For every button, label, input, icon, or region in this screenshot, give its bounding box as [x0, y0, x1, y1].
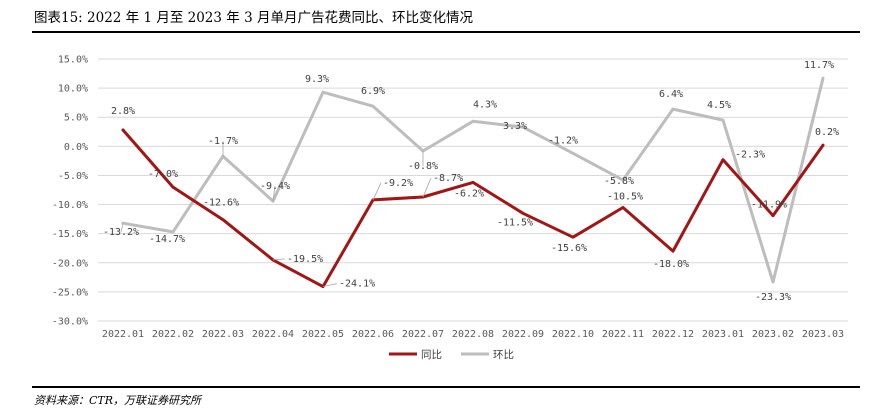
data-label: 4.5% [707, 100, 731, 111]
x-tick-label: 2022.09 [502, 329, 544, 340]
data-point [621, 206, 625, 209]
data-point [671, 107, 675, 111]
y-tick-label: -20.0% [52, 258, 88, 269]
x-tick-label: 2022.03 [202, 329, 244, 340]
x-tick-label: 2023.01 [702, 329, 744, 340]
data-label: -6.2% [454, 188, 484, 199]
leader-line [272, 258, 286, 261]
legend-label: 同比 [421, 348, 442, 361]
data-point [821, 143, 825, 147]
y-tick-label: 5.0% [64, 113, 88, 124]
data-label: -12.6% [203, 198, 239, 209]
data-label: -13.2% [103, 227, 139, 238]
data-label: 0.2% [815, 127, 839, 138]
leader-line [372, 182, 382, 201]
y-tick-label: -10.0% [52, 200, 88, 211]
data-point [471, 181, 475, 184]
data-label: -18.0% [653, 259, 689, 270]
data-point [621, 178, 625, 182]
x-tick-label: 2023.03 [802, 329, 844, 340]
data-label: -8.7% [433, 173, 463, 184]
source-note: 资料来源：CTR，万联证券研究所 [34, 394, 202, 407]
data-point [471, 119, 475, 123]
data-point [771, 280, 775, 284]
x-tick-label: 2022.06 [352, 329, 394, 340]
data-point [171, 185, 175, 189]
data-label: 9.3% [305, 74, 329, 85]
legend-label: 环比 [493, 348, 514, 361]
data-point [321, 90, 325, 94]
data-label: -15.6% [551, 243, 587, 254]
data-label: -11.9% [751, 200, 787, 211]
data-label: -7.0% [148, 169, 178, 180]
data-point [171, 230, 175, 234]
data-label: -0.8% [408, 161, 438, 172]
data-label: -5.8% [604, 176, 634, 187]
title-rule [32, 31, 860, 33]
data-point [821, 76, 825, 80]
data-label: -1.2% [548, 135, 578, 146]
data-label: 3.3% [503, 121, 527, 132]
y-tick-label: 10.0% [58, 84, 88, 95]
data-label: -9.2% [383, 178, 413, 189]
x-tick-label: 2022.10 [552, 329, 594, 340]
data-label: 11.7% [804, 60, 834, 71]
x-tick-label: 2022.04 [252, 329, 294, 340]
data-point [521, 211, 525, 215]
y-tick-label: 0.0% [64, 142, 88, 153]
data-label: 4.3% [473, 99, 497, 110]
data-point [721, 118, 725, 122]
data-label: -1.7% [208, 136, 238, 147]
data-label: -11.5% [497, 217, 533, 228]
data-label: -24.1% [339, 279, 375, 290]
data-label: 6.9% [361, 86, 385, 97]
data-point [771, 214, 775, 218]
x-tick-label: 2022.02 [152, 329, 194, 340]
data-point [521, 125, 525, 129]
y-tick-label: -5.0% [58, 171, 88, 182]
source-rule [32, 386, 860, 388]
data-point [671, 249, 675, 253]
y-tick-label: -30.0% [52, 317, 88, 328]
x-tick-label: 2022.07 [402, 329, 444, 340]
data-label: -2.3% [735, 150, 765, 161]
leader-line [422, 177, 432, 198]
data-label: -14.7% [149, 234, 185, 245]
data-point [371, 104, 375, 108]
y-tick-label: 15.0% [58, 55, 88, 66]
x-tick-label: 2022.05 [302, 329, 344, 340]
leader-line [120, 223, 124, 233]
data-point [571, 235, 575, 239]
data-label: 2.8% [111, 106, 135, 117]
x-tick-label: 2023.02 [752, 329, 794, 340]
x-tick-label: 2022.12 [652, 329, 694, 340]
data-label: -23.3% [755, 292, 791, 303]
data-label: -19.5% [287, 254, 323, 265]
figure-title: 图表15: 2022 年 1 月至 2023 年 3 月单月广告花费同比、环比变… [34, 10, 473, 26]
data-label: -9.4% [260, 181, 290, 192]
y-tick-label: -25.0% [52, 287, 88, 298]
x-tick-label: 2022.08 [452, 329, 494, 340]
data-point [121, 128, 125, 132]
leader-line [272, 186, 276, 202]
data-point [371, 198, 375, 202]
data-label: -10.5% [607, 191, 643, 202]
leader-line [322, 283, 338, 288]
data-point [571, 151, 575, 155]
x-tick-label: 2022.11 [602, 329, 644, 340]
data-point [721, 158, 725, 162]
y-tick-label: -15.0% [52, 229, 88, 240]
data-label: 6.4% [659, 89, 683, 100]
data-point [221, 218, 225, 222]
x-tick-label: 2022.01 [102, 329, 144, 340]
